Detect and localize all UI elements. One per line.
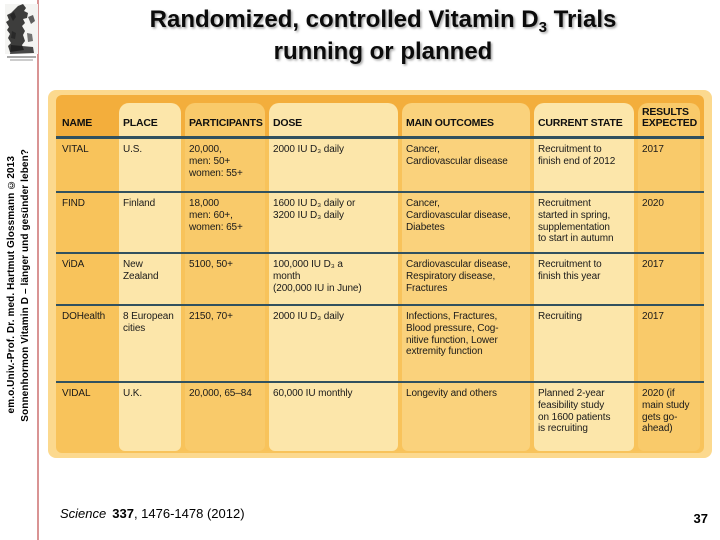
header-place: PLACE [123, 116, 158, 129]
cell-results: 2020 [642, 198, 664, 209]
cell-name: VIDAL [62, 388, 91, 399]
citation: Science 337, 1476-1478 (2012) [60, 506, 245, 521]
left-accent-line [37, 0, 39, 540]
header-participants: PARTICIPANTS [189, 116, 263, 129]
cell-dose: 2000 IU D₃ daily [273, 311, 344, 322]
table-row-dohealth: DOHealth 8 European cities 2150, 70+ 200… [56, 304, 704, 381]
cell-participants: 20,000, 65–84 [189, 388, 252, 399]
cell-place: U.S. [123, 144, 143, 155]
credit-series-line: Sonnenhormon Vitamin D – länger und gesü… [20, 148, 31, 422]
cell-dose: 100,000 IU D₃ a month (200,000 IU in Jun… [273, 259, 362, 294]
cell-participants: 18,000 men: 60+, women: 65+ [189, 198, 243, 233]
table-grid: NAME PLACE PARTICIPANTS DOSE MAIN OUTCOM… [56, 95, 704, 453]
cell-outcomes: Longevity and others [406, 388, 497, 399]
cell-outcomes: Cardiovascular disease, Respiratory dise… [406, 259, 511, 294]
cell-state: Planned 2-year feasibility study on 1600… [538, 388, 611, 435]
column-band-state [534, 103, 634, 451]
cell-state: Recruitment to finish end of 2012 [538, 144, 616, 167]
title-line2: running or planned [273, 38, 493, 66]
header-results: RESULTS EXPECTED [642, 105, 697, 129]
cell-dose: 2000 IU D₃ daily [273, 144, 344, 155]
cell-results: 2017 [642, 144, 664, 155]
cell-results: 2020 (if main study gets go- ahead) [642, 388, 690, 435]
cell-name: DOHealth [62, 311, 106, 322]
table-row-vidal: VIDAL U.K. 20,000, 65–84 60,000 IU month… [56, 381, 704, 451]
header-state: CURRENT STATE [538, 116, 623, 129]
engraving-logo-icon [5, 4, 38, 61]
cell-results: 2017 [642, 259, 664, 270]
cell-place: U.K. [123, 388, 143, 399]
citation-pages: , 1476-1478 (2012) [133, 506, 245, 521]
cell-outcomes: Infections, Fractures, Blood pressure, C… [406, 311, 499, 358]
trials-table: NAME PLACE PARTICIPANTS DOSE MAIN OUTCOM… [48, 90, 712, 458]
cell-name: FIND [62, 198, 85, 209]
sidebar-credit: em.o.Univ.-Prof. Dr. med. Hartmut Glossm… [2, 90, 36, 480]
cell-participants: 2150, 70+ [189, 311, 233, 322]
column-band-place [119, 103, 181, 451]
publisher-logo [4, 3, 39, 63]
table-row-find: FIND Finland 18,000 men: 60+, women: 65+… [56, 191, 704, 252]
header-outcomes: MAIN OUTCOMES [406, 116, 494, 129]
cell-participants: 5100, 50+ [189, 259, 233, 270]
column-band-participants [185, 103, 265, 451]
header-name: NAME [62, 116, 93, 129]
citation-volume: 337 [112, 506, 134, 521]
column-band-results [638, 103, 700, 451]
title-line1: Randomized, controlled Vitamin D3 Trials [149, 6, 617, 36]
title-subscript: 3 [538, 19, 547, 36]
cell-participants: 20,000, men: 50+ women: 55+ [189, 144, 243, 179]
cell-outcomes: Cancer, Cardiovascular disease, Diabetes [406, 198, 511, 233]
cell-state: Recruiting [538, 311, 583, 322]
citation-journal: Science [60, 506, 107, 521]
cell-outcomes: Cancer, Cardiovascular disease [406, 144, 508, 167]
cell-name: VITAL [62, 144, 89, 155]
page-number: 37 [693, 511, 708, 526]
cell-dose: 60,000 IU monthly [273, 388, 353, 399]
table-row-vital: VITAL U.S. 20,000, men: 50+ women: 55+ 2… [56, 139, 704, 191]
trials-table-body: NAME PLACE PARTICIPANTS DOSE MAIN OUTCOM… [56, 95, 704, 453]
cell-state: Recruitment started in spring, supplemen… [538, 198, 614, 245]
cell-dose: 1600 IU D₃ daily or 3200 IU D₃ daily [273, 198, 356, 221]
header-dose: DOSE [273, 116, 302, 129]
cell-place: 8 European cities [123, 311, 174, 334]
cell-name: ViDA [62, 259, 85, 270]
cell-place: New Zealand [123, 259, 159, 282]
slide-title: Randomized, controlled Vitamin D3 Trials… [50, 5, 716, 68]
cell-state: Recruitment to finish this year [538, 259, 602, 282]
table-row-vida: ViDA New Zealand 5100, 50+ 100,000 IU D₃… [56, 252, 704, 304]
cell-results: 2017 [642, 311, 664, 322]
table-header-row: NAME PLACE PARTICIPANTS DOSE MAIN OUTCOM… [56, 95, 704, 139]
column-band-dose [269, 103, 398, 451]
column-band-outcomes [402, 103, 530, 451]
credit-author-line: em.o.Univ.-Prof. Dr. med. Hartmut Glossm… [5, 156, 17, 414]
cell-place: Finland [123, 198, 156, 209]
